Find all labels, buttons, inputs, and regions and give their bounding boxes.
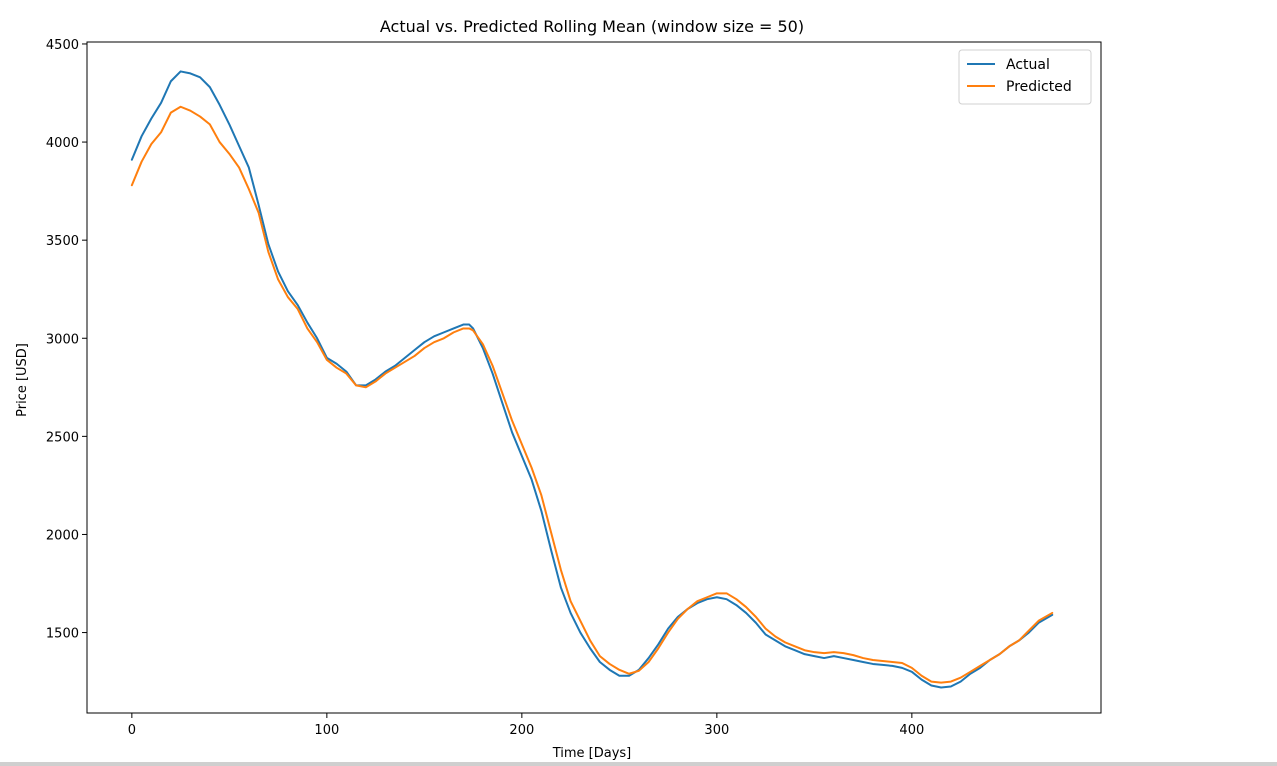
y-tick-label: 2500: [46, 430, 79, 445]
legend: Actual Predicted: [958, 49, 1092, 105]
plot-area: 0 100 200 300 400 1500 2000 2500 3000 3500 4000 450…: [46, 38, 1102, 738]
y-tick-label: 4500: [46, 38, 79, 53]
window-bottom-border: [0, 762, 1277, 766]
x-tick-label: 0: [128, 723, 136, 738]
y-tick-label: 4000: [46, 136, 79, 151]
x-tick-label: 400: [899, 723, 924, 738]
chart-title: Actual vs. Predicted Rolling Mean (windo…: [380, 17, 804, 36]
legend-label-predicted: Predicted: [1006, 79, 1072, 95]
x-tick-label: 300: [704, 723, 729, 738]
y-axis-label: Price [USD]: [15, 343, 30, 417]
series-line-predicted: [130, 105, 1054, 684]
y-tick-label: 3500: [46, 234, 79, 249]
y-tick-label: 3000: [46, 332, 79, 347]
x-tick-label: 200: [509, 723, 534, 738]
x-axis-label: Time [Days]: [552, 746, 632, 761]
x-tick-label: 100: [314, 723, 339, 738]
y-tick-label: 1500: [46, 627, 79, 642]
axes-frame: [86, 41, 1102, 714]
legend-label-actual: Actual: [1006, 57, 1050, 73]
series-line-actual: [130, 70, 1054, 689]
y-tick-label: 2000: [46, 528, 79, 543]
